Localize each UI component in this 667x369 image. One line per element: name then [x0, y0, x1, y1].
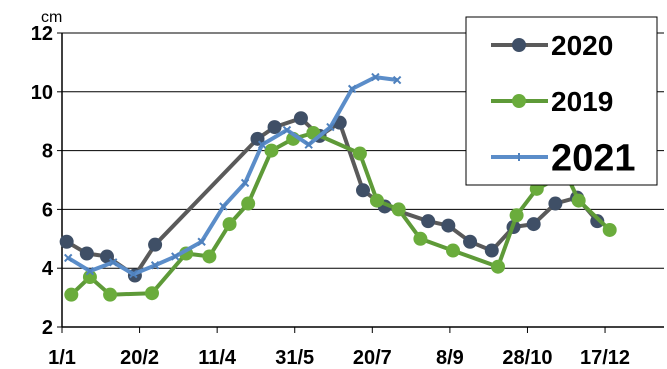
legend: 2020 2019 2021 — [465, 16, 658, 186]
data-point — [602, 222, 617, 237]
legend-item-2020: 2020 — [491, 30, 613, 61]
legend-label: 2019 — [551, 86, 613, 117]
series-2021 — [63, 72, 402, 279]
y-tick-label: 8 — [42, 141, 53, 163]
x-tick-labels: 1/1 20/2 11/4 31/5 20/7 8/9 28/10 17/12 — [48, 347, 630, 369]
x-tick-label: 1/1 — [48, 347, 76, 369]
data-point — [445, 243, 460, 258]
series-2019 — [64, 125, 617, 302]
data-point — [571, 193, 586, 208]
data-point — [392, 75, 402, 85]
series-lines — [59, 72, 617, 302]
y-tick-label: 12 — [31, 23, 53, 45]
data-point — [371, 72, 380, 82]
series-line-2019 — [69, 131, 612, 297]
data-point — [241, 196, 256, 211]
data-point — [144, 286, 159, 301]
data-point — [103, 287, 118, 302]
legend-marker — [512, 94, 526, 108]
data-point — [202, 249, 217, 264]
legend-item-2021: 2021 — [491, 138, 636, 180]
data-point — [304, 140, 313, 149]
x-tick-label: 20/7 — [353, 347, 392, 369]
data-point — [441, 218, 456, 233]
data-point — [352, 146, 367, 161]
data-point — [63, 253, 73, 263]
data-point — [219, 202, 228, 211]
data-point — [484, 243, 499, 258]
y-tick-label: 4 — [42, 258, 54, 280]
data-point — [264, 143, 279, 158]
legend-label: 2021 — [551, 138, 636, 180]
data-point — [267, 120, 282, 135]
data-point — [257, 140, 267, 149]
data-point — [171, 252, 180, 261]
x-tick-label: 31/5 — [275, 347, 314, 369]
data-point — [150, 261, 160, 270]
data-point — [59, 234, 74, 249]
y-tick-label: 10 — [31, 82, 53, 104]
data-point — [347, 84, 357, 94]
x-tick-label: 20/2 — [120, 347, 159, 369]
data-point — [369, 193, 384, 208]
x-tick-label: 11/4 — [198, 347, 237, 369]
data-point — [129, 269, 138, 279]
data-point — [85, 266, 95, 276]
data-point — [293, 111, 308, 126]
data-point — [148, 237, 163, 252]
legend-item-2019: 2019 — [491, 86, 613, 117]
data-point — [463, 234, 478, 249]
data-point — [64, 287, 79, 302]
data-point — [391, 202, 406, 217]
data-point — [526, 217, 541, 232]
y-tick-label: 2 — [42, 317, 53, 339]
data-point — [326, 122, 335, 132]
data-point — [240, 178, 250, 188]
data-point — [490, 259, 505, 274]
data-point — [79, 246, 94, 261]
data-point — [108, 258, 118, 267]
data-point — [197, 237, 206, 246]
data-point — [356, 183, 370, 198]
data-point — [421, 214, 436, 229]
series-line-2021 — [67, 75, 398, 277]
legend-label: 2020 — [551, 30, 613, 61]
data-point — [548, 196, 563, 211]
y-tick-label: 6 — [42, 199, 53, 221]
axes — [57, 32, 664, 333]
data-point — [413, 231, 428, 246]
data-point — [222, 217, 237, 232]
x-tick-label: 28/10 — [502, 347, 552, 369]
x-tick-label: 17/12 — [580, 347, 630, 369]
data-point — [509, 208, 524, 223]
x-tick-label: 8/9 — [436, 347, 464, 369]
y-tick-labels: 2 4 6 8 10 12 — [31, 23, 54, 339]
y-unit-label: cm — [41, 9, 62, 26]
legend-marker — [512, 38, 526, 52]
data-point — [282, 125, 292, 135]
